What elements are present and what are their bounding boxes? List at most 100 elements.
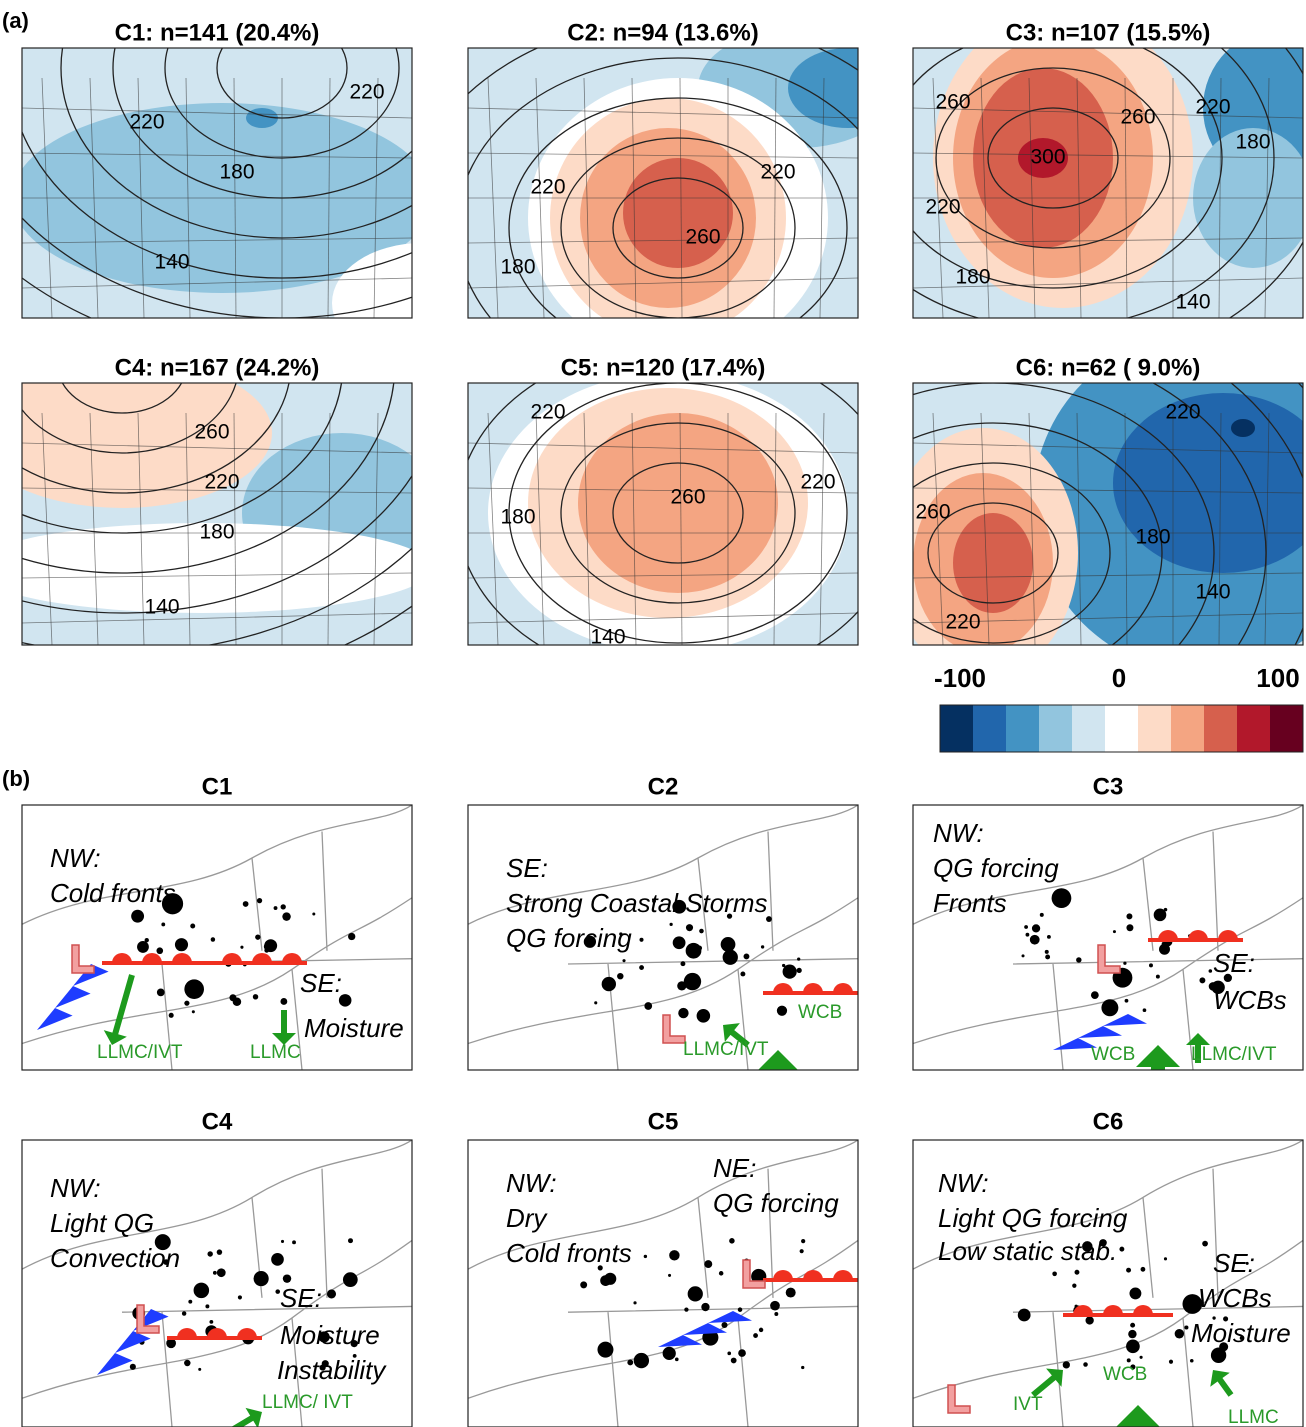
station-dot [1182,1294,1203,1314]
annotation: IVT [1013,1394,1043,1415]
station-dot [704,1260,713,1269]
warm-front-bump [833,983,853,993]
cold-front-tooth [1053,1038,1097,1050]
map-title: C6: n=62 ( 9.0%) [1016,354,1201,381]
station-dot [1046,934,1051,939]
map-title: C4: n=167 (24.2%) [115,354,320,381]
low-symbol [136,1304,160,1334]
station-dot [776,1005,788,1016]
warm-front-bump [222,953,242,963]
colorbar-swatch [1006,705,1040,752]
station-dot [156,988,165,997]
contour [913,48,1223,289]
border-line [631,412,637,645]
station-dot [1210,1347,1227,1363]
warm-front-bump [803,983,823,993]
station-dot [232,997,242,1007]
shading [788,48,858,128]
station-dot [242,901,249,907]
annotation: NW: [938,1168,989,1198]
contour-label: 180 [199,521,234,544]
station-dot [753,1333,758,1338]
contour [112,48,412,199]
annotation: QG forcing [506,923,632,953]
warm-front-bump [1158,930,1178,940]
station-dot [796,967,802,974]
warm-front-bump [773,1270,793,1280]
contour-label: 260 [1120,106,1155,129]
station-dot [597,1265,603,1271]
station-dot [280,1239,285,1243]
station-dot [256,897,263,904]
map: NW: Dry Cold fronts NE: QG forcing [468,1140,858,1427]
station-dot [252,994,259,1000]
colorbar-swatch [1204,705,1238,752]
station-dot [255,934,261,940]
border-line [22,107,412,119]
contour [913,462,1111,644]
station-dot [1031,924,1041,933]
station-dot [318,1331,330,1343]
annotation: QG forcing [933,853,1059,883]
contour [468,57,858,318]
station-dot [292,1240,296,1245]
station-dot [1211,980,1225,995]
station-dot [1072,1283,1077,1288]
border-line [1218,412,1222,645]
station-dot [1062,1361,1070,1369]
contour [22,383,290,494]
station-dot [685,942,702,959]
station-dot [163,1259,169,1265]
station-dot [207,1251,213,1257]
map-title: C1: n=141 (20.4%) [115,19,320,46]
coastline [22,1140,412,1427]
shading [1231,419,1255,437]
station-dot [668,1273,672,1277]
border-line [913,277,1303,289]
shading [22,383,272,508]
station-dot [1039,912,1044,917]
border-line [1076,412,1082,645]
warm-front-bump [1218,930,1238,940]
colorbar-swatch [1237,705,1271,752]
station-dot [743,953,750,960]
station-dot [1202,1240,1208,1247]
station-dot [1029,934,1040,945]
contour-label: 140 [1175,291,1210,314]
station-dot [639,965,644,970]
contour-label: 180 [955,266,990,289]
border-line [819,412,825,645]
station-dot [1139,1355,1143,1359]
border-line [468,277,858,289]
annotation: Fronts [933,888,1007,918]
coastline [913,805,1303,1070]
station-dot [685,924,694,932]
station-dot [699,928,704,934]
low-symbol [947,1384,971,1414]
contour [60,48,412,239]
station-dot [209,1319,214,1324]
station-dot [352,1353,357,1358]
annotation: Moisture [1191,1318,1291,1348]
station-dot [156,947,164,955]
arrow [1186,1033,1210,1063]
border-line [583,412,591,645]
annotation: NE: [713,1153,756,1183]
station-dot [338,994,352,1007]
station-dot [1085,1316,1094,1325]
contour [935,67,1171,249]
shading [1113,393,1303,573]
map-title: C4 [202,1108,233,1135]
station-dot [727,1351,732,1356]
station-dot [253,1271,269,1287]
border-line [913,442,1303,454]
station-dot [583,935,597,948]
station-dot [1124,998,1129,1003]
contour [927,502,1059,604]
colorbar-swatch [1138,705,1172,752]
station-dot [1189,1358,1194,1363]
warm-front-bump [1133,1305,1153,1315]
station-dot [181,1311,187,1316]
station-dot [683,972,702,991]
shading [22,523,412,613]
